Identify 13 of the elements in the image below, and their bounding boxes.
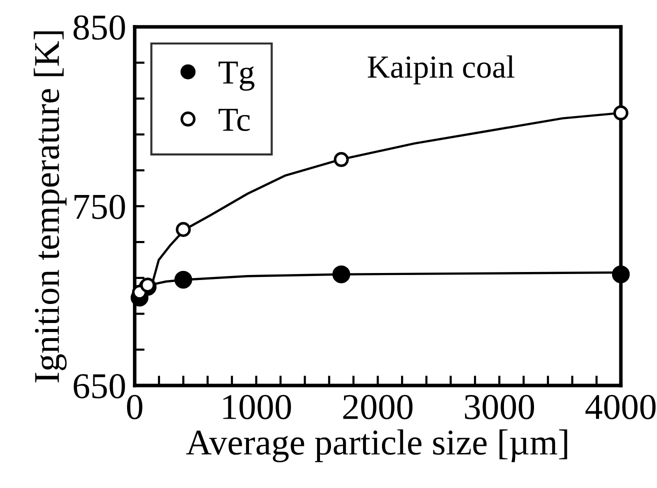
y-tick-label: 850 [74, 15, 125, 40]
x-tick-label: 1000 [223, 394, 291, 420]
x-tick-label: 2000 [343, 394, 413, 420]
x-tick-label: 4000 [585, 394, 656, 420]
x-tick-label: 0 [127, 394, 142, 420]
x-axis-title: Average particle size [µm] [186, 429, 568, 462]
y-tick-label: 650 [74, 374, 125, 398]
y-tick-label: 750 [74, 194, 125, 220]
annotation: Kaipin coal [368, 55, 514, 84]
x-tick-label: 3000 [464, 394, 534, 420]
y-axis-title: Ignition temperature [K] [34, 31, 67, 382]
legend-label: Tg [218, 62, 254, 91]
legend-label: Tc [218, 108, 250, 132]
